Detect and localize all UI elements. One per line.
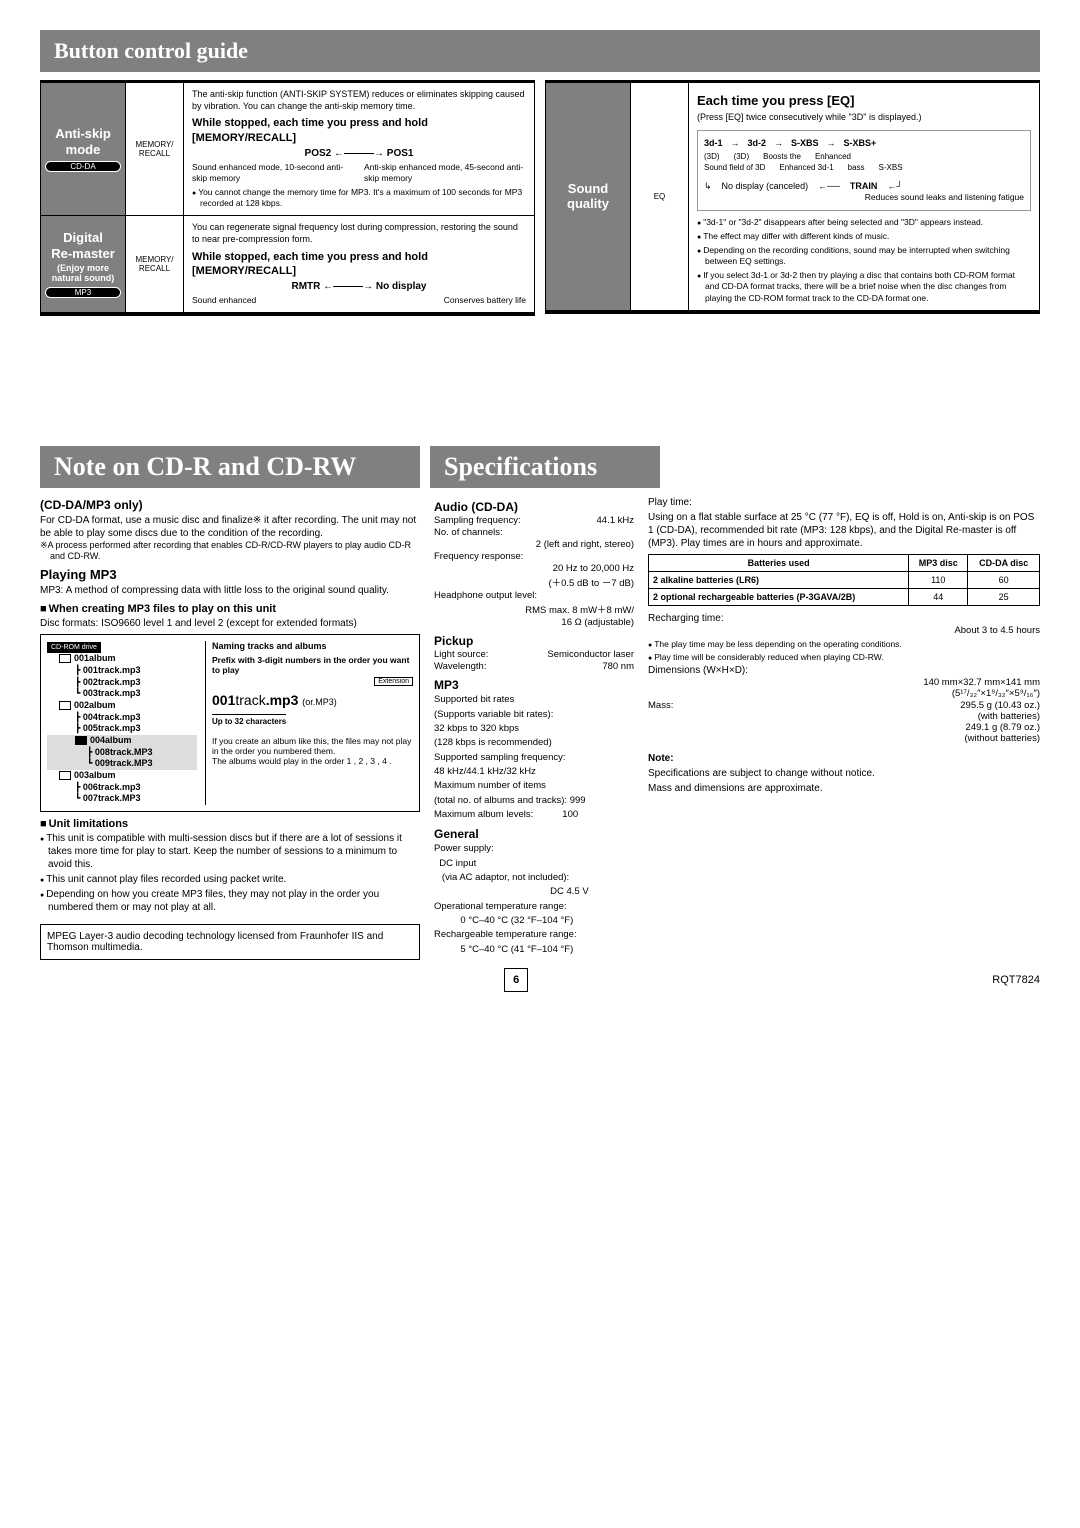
pill-mp3: MP3 xyxy=(45,287,121,298)
page-number: 6 xyxy=(504,968,528,992)
battery-table: Batteries used MP3 disc CD-DA disc 2 alk… xyxy=(648,554,1040,606)
spec-line: Maximum album levels: 100 xyxy=(434,809,634,821)
banner-title: Button control guide xyxy=(54,38,1026,64)
button-label-memory-recall-2: MEMORY/ RECALL xyxy=(126,216,184,312)
spec-line: (Supports variable bit rates): xyxy=(434,709,634,721)
doc-code: RQT7824 xyxy=(992,974,1040,986)
spec-line: 5 °C–40 °C (41 °F–104 °F) xyxy=(434,944,634,956)
eq-diagram: 3d-1→ 3d-2→ S-XBS→ S-XBS+ (3D) (3D) Boos… xyxy=(697,130,1031,211)
row-title-antiskip: Anti-skip mode CD-DA xyxy=(41,83,126,215)
row-title-remaster: Digital Re-master (Enjoy more natural so… xyxy=(41,216,126,312)
sound-body: Each time you press [EQ] (Press [EQ] twi… xyxy=(689,83,1039,310)
row-sound-quality: Sound quality EQ Each time you press [EQ… xyxy=(546,83,1039,313)
spec-line: (total no. of albums and tracks): 999 xyxy=(434,795,634,807)
spec-line: Light source:Semiconductor laser xyxy=(434,649,634,660)
spec-line: 20 Hz to 20,000 Hz xyxy=(434,563,634,574)
spec-line: Power supply: xyxy=(434,843,634,855)
spec-line: Operational temperature range: xyxy=(434,901,634,913)
header-specs: Specifications xyxy=(430,446,660,488)
spec-line: Wavelength:780 nm xyxy=(434,661,634,672)
control-table-left: Anti-skip mode CD-DA MEMORY/ RECALL The … xyxy=(40,80,535,316)
row-remaster: Digital Re-master (Enjoy more natural so… xyxy=(41,216,534,315)
spec-line: Supported sampling frequency: xyxy=(434,752,634,764)
left-column: (CD-DA/MP3 only) For CD-DA format, use a… xyxy=(40,494,420,960)
spec-line: DC input xyxy=(434,858,634,870)
spec-line: (via AC adaptor, not included): xyxy=(434,872,634,884)
control-table-right: Sound quality EQ Each time you press [EQ… xyxy=(545,80,1040,314)
row-antiskip: Anti-skip mode CD-DA MEMORY/ RECALL The … xyxy=(41,83,534,216)
spec-line: RMS max. 8 mW＋8 mW/ xyxy=(434,602,634,616)
spec-line: Rechargeable temperature range: xyxy=(434,929,634,941)
table-row: 2 optional rechargeable batteries (P-3GA… xyxy=(649,589,1040,606)
remaster-body: You can regenerate signal frequency lost… xyxy=(184,216,534,312)
spec-line: DC 4.5 V xyxy=(434,886,634,898)
spec-line: 48 kHz/44.1 kHz/32 kHz xyxy=(434,766,634,778)
spec-line: Maximum number of items xyxy=(434,780,634,792)
banner-button-control: Button control guide xyxy=(40,30,1040,72)
spec-line: 0 °C–40 °C (32 °F–104 °F) xyxy=(434,915,634,927)
row-title-sound: Sound quality xyxy=(546,83,631,310)
button-label-memory-recall: MEMORY/ RECALL xyxy=(126,83,184,215)
spec-line: 2 (left and right, stereo) xyxy=(434,539,634,550)
spec-line: 16 Ω (adjustable) xyxy=(434,617,634,628)
spec-line: (128 kbps is recommended) xyxy=(434,737,634,749)
header-note-cdr: Note on CD-R and CD-RW xyxy=(40,446,420,488)
spec-line: Supported bit rates xyxy=(434,694,634,706)
spec-line: 32 kbps to 320 kbps xyxy=(434,723,634,735)
spec-line: Sampling frequency:44.1 kHz xyxy=(434,515,634,526)
specs-mid-column: Audio (CD-DA) Sampling frequency:44.1 kH… xyxy=(434,494,634,960)
spec-line: Headphone output level: xyxy=(434,590,634,601)
spec-line: Frequency response: xyxy=(434,551,634,562)
table-row: 2 alkaline batteries (LR6) 110 60 xyxy=(649,572,1040,589)
tree-diagram: CD-ROM drive 001album ┣ 001track.mp3 ┣ 0… xyxy=(40,634,420,812)
spec-line: (＋0.5 dB to －7 dB) xyxy=(434,575,634,589)
page-footer: 6 RQT7824 xyxy=(40,968,1040,992)
antiskip-body: The anti-skip function (ANTI-SKIP SYSTEM… xyxy=(184,83,534,215)
spec-line: No. of channels: xyxy=(434,527,634,538)
license-box: MPEG Layer-3 audio decoding technology l… xyxy=(40,924,420,960)
pill-cdda: CD-DA xyxy=(45,161,121,172)
button-label-eq: EQ xyxy=(631,83,689,310)
specs-right-column: Play time: Using on a flat stable surfac… xyxy=(648,494,1040,960)
